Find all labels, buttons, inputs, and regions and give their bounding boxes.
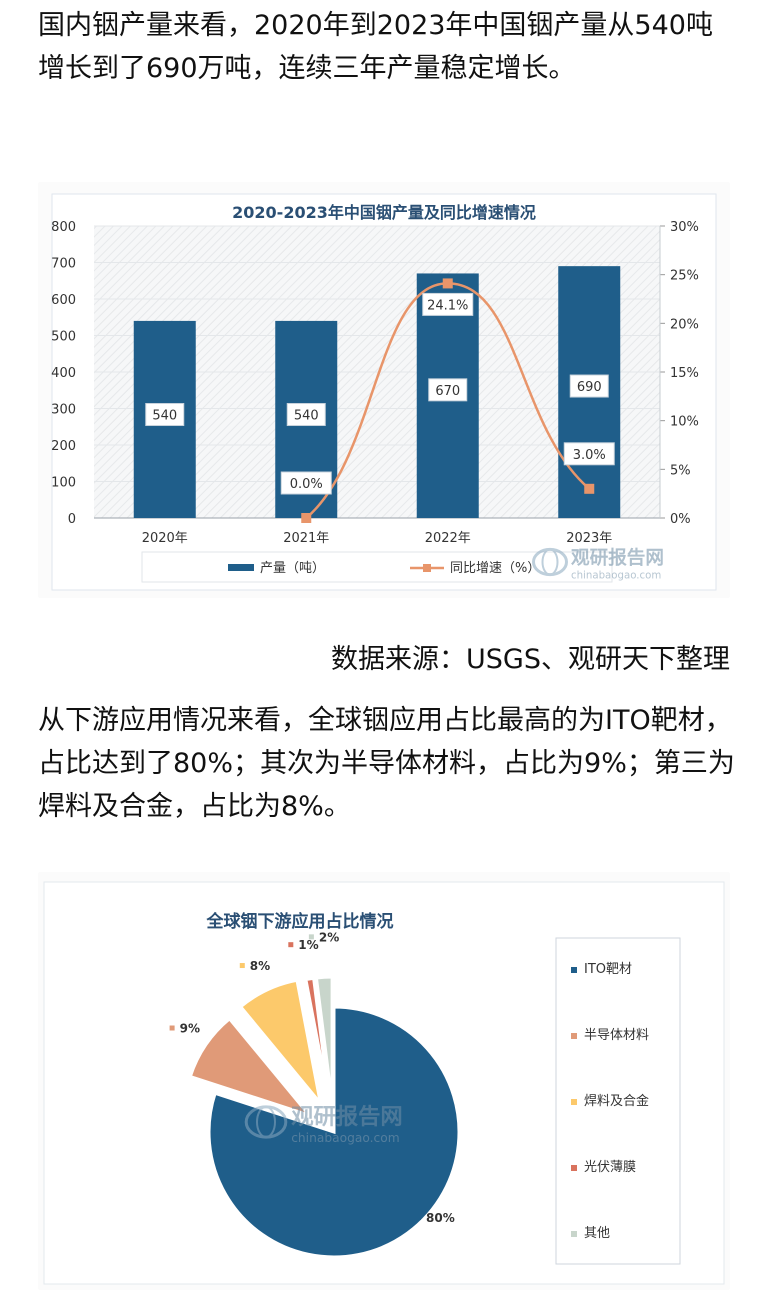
production-chart-svg: 2020-2023年中国铟产量及同比增速情况 0 100 200 300 400 500 60… <box>51 193 717 591</box>
y-tick-label: 500 <box>51 330 76 345</box>
y2-tick-label: 30% <box>670 220 699 235</box>
y-tick-label: 400 <box>51 366 76 381</box>
growth-marker <box>584 483 595 494</box>
legend-label: 光伏薄膜 <box>584 1160 636 1175</box>
intro-paragraph: 国内铟产量来看，2020年到2023年中国铟产量从540吨增长到了690万吨，连… <box>38 10 713 84</box>
legend-label: 半导体材料 <box>584 1028 649 1043</box>
legend-label: 其他 <box>584 1226 610 1241</box>
bar-label-box <box>569 374 609 398</box>
bar-label-box <box>428 378 468 402</box>
watermark-text: 观研报告网 <box>291 1104 403 1130</box>
downstream-pie-chart: 全球铟下游应用占比情况 80% 9% 8% 1% 2% 观研报告网 chinabaogao.c… <box>38 872 730 1290</box>
y2-tick-label: 5% <box>670 463 691 478</box>
pie-label-marker <box>239 963 245 969</box>
pie-data-label: 8% <box>250 959 270 973</box>
growth-marker <box>442 278 453 289</box>
bar-data-label: 690 <box>577 380 602 395</box>
growth-label-box <box>422 292 474 316</box>
legend-swatch <box>571 1165 577 1171</box>
production-chart: 2020-2023年中国铟产量及同比增速情况 0 100 200 300 400 500 60… <box>38 182 730 598</box>
pie-label-marker <box>288 942 294 948</box>
growth-data-label: 24.1% <box>427 298 468 313</box>
y2-tick-label: 15% <box>670 366 699 381</box>
legend-line-marker <box>423 564 431 572</box>
pie-slice <box>188 1016 314 1119</box>
bar-data-label: 540 <box>294 409 319 424</box>
y2-tick-label: 0% <box>670 512 691 527</box>
legend-line-label: 同比增速（%） <box>450 561 540 576</box>
watermark-globe-icon <box>541 548 559 576</box>
growth-label-box <box>280 471 332 495</box>
y2-tick-label: 20% <box>670 317 699 332</box>
watermark-logo: 观研报告网 chinabaogao.com <box>532 547 664 582</box>
y2-tick-label: 25% <box>670 269 699 284</box>
pie-data-label: 1% <box>298 938 318 952</box>
pie-slice <box>238 978 322 1105</box>
bar-label-box <box>145 403 185 427</box>
bar-data-label: 670 <box>435 384 460 399</box>
downstream-pie-svg: 全球铟下游应用占比情况 80% 9% 8% 1%2% 观研报告网chinabaogao.c… <box>43 881 725 1285</box>
legend-bar-label: 产量（吨） <box>260 561 325 576</box>
downstream-paragraph: 从下游应用情况来看，全球铟应用占比最高的为ITO靶材，占比达到了80%；其次为半… <box>38 705 735 822</box>
pie-data-label: 80% <box>426 1211 455 1225</box>
chart-title: 2020-2023年中国铟产量及同比增速情况 <box>232 203 536 222</box>
pie-slice <box>207 1005 461 1259</box>
pie-label-marker <box>308 934 314 940</box>
watermark-text: 观研报告网 <box>571 547 664 569</box>
y-tick-label: 600 <box>51 293 76 308</box>
pie-data-label: 9% <box>180 1022 200 1036</box>
chart-title: 全球铟下游应用占比情况 <box>206 911 394 932</box>
pie-label-marker <box>169 1025 175 1031</box>
legend-swatch <box>571 1231 577 1237</box>
y-tick-label: 700 <box>51 257 76 272</box>
y-tick-label: 0 <box>68 512 76 527</box>
source-note: 数据来源：USGS、观研天下整理 <box>331 644 730 675</box>
legend-swatch <box>571 1033 577 1039</box>
legend-box <box>141 551 613 583</box>
watermark-globe-icon <box>256 1105 276 1139</box>
y-tick-label: 200 <box>51 439 76 454</box>
growth-label-box <box>563 442 615 466</box>
y-tick-label: 300 <box>51 403 76 418</box>
legend-label: ITO靶材 <box>584 962 632 977</box>
growth-marker <box>301 513 312 523</box>
x-tick-label: 2022年 <box>425 531 471 546</box>
legend-label: 焊料及合金 <box>584 1093 649 1109</box>
bar-data-label: 540 <box>152 409 177 424</box>
y2-tick-label: 10% <box>670 415 699 430</box>
pie-label-marker <box>416 1215 421 1220</box>
pie-slice <box>304 976 331 1103</box>
legend-swatch <box>571 1099 577 1105</box>
pie-data-label: 2% <box>319 930 339 944</box>
x-tick-label: 2023年 <box>566 531 612 546</box>
bar-label-box <box>286 403 326 427</box>
y-tick-label: 800 <box>51 220 76 235</box>
legend-swatch <box>571 967 577 973</box>
y-tick-label: 100 <box>51 476 76 491</box>
watermark-url: chinabaogao.com <box>571 571 661 582</box>
growth-data-label: 3.0% <box>573 448 606 463</box>
watermark-url: chinabaogao.com <box>291 1131 399 1145</box>
x-tick-label: 2020年 <box>142 531 188 546</box>
pie-slice <box>314 975 334 1103</box>
x-tick-label: 2021年 <box>283 531 329 546</box>
legend-bar-swatch <box>228 564 254 571</box>
growth-data-label: 0.0% <box>290 477 323 492</box>
